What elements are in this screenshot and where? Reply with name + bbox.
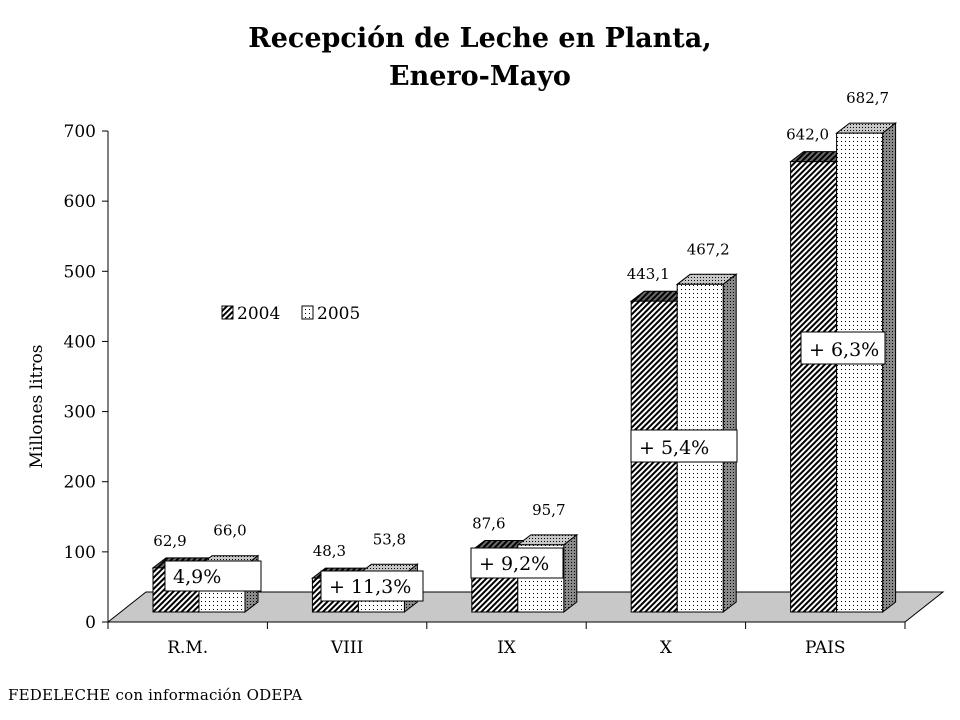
y-tick-label: 0 [85,613,96,633]
change-annotation-box [470,547,564,579]
data-label: 53,8 [373,530,406,548]
x-tick-label: X [660,638,673,658]
data-label: 66,0 [213,522,246,540]
change-annotation-box [800,331,886,365]
chart-title-line2: Enero-Mayo [389,61,571,92]
y-tick-label: 200 [64,473,96,493]
x-tick-label: VIII [330,638,363,658]
y-tick-label: 300 [64,403,96,423]
x-tick-label: R.M. [167,638,208,658]
change-annotation: + 5,4% [639,437,709,459]
data-label: 467,2 [687,240,730,258]
change-annotation-box [630,429,738,463]
data-label: 443,1 [627,265,670,283]
y-tick-label: 700 [64,122,96,142]
y-tick-label: 500 [64,262,96,282]
y-tick-label: 100 [64,543,96,563]
x-tick-label: PAIS [805,638,846,658]
data-label: 682,7 [846,89,889,107]
change-annotation: + 9,2% [479,553,549,575]
legend-swatch-2005 [301,305,314,320]
change-annotation: 4,9% [173,566,221,588]
change-annotation: + 11,3% [329,576,411,598]
legend-label-2005: 2005 [317,304,360,324]
data-label: 95,7 [532,501,565,519]
bar-side-2005 [882,122,897,614]
bar-2005-PAIS [836,132,884,613]
data-label: 87,6 [472,515,505,533]
legend-swatch-2004 [221,305,234,320]
y-tick-label: 400 [64,332,96,352]
y-tick-label: 600 [64,192,96,212]
x-tick-label: IX [497,638,517,658]
data-label: 62,9 [153,532,186,550]
bar-2004-PAIS [790,161,838,613]
change-annotation: + 6,3% [809,339,879,361]
change-annotation-box [164,560,262,592]
data-label: 48,3 [313,542,346,560]
legend-label-2004: 2004 [237,304,280,324]
source-note: FEDELECHE con información ODEPA [8,686,303,704]
change-annotation-box [320,570,424,602]
bar-side-2005 [563,533,578,614]
data-label: 642,0 [786,126,829,144]
y-axis-label: Millones litros [27,345,47,469]
chart-title-line1: Recepción de Leche en Planta, [248,23,712,54]
